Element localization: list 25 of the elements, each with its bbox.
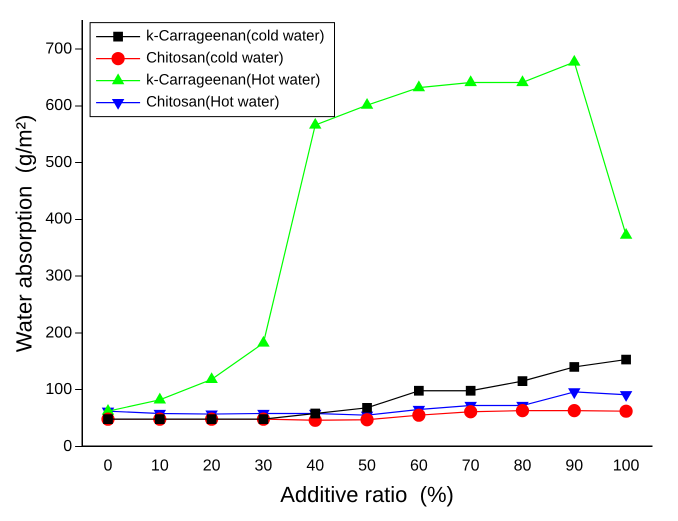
x-tick-label: 20 — [202, 457, 221, 474]
x-tick-label: 100 — [612, 457, 640, 474]
legend-label: Chitosan(cold water) — [146, 50, 284, 67]
x-tick-label: 40 — [306, 457, 324, 474]
x-axis-title: Additive ratio (%) — [280, 482, 454, 507]
y-tick-label: 0 — [63, 438, 72, 455]
x-tick-label: 70 — [462, 457, 480, 474]
legend-label: k-Carrageenan(cold water) — [146, 28, 325, 45]
x-tick-label: 30 — [254, 457, 272, 474]
y-tick-label: 600 — [45, 97, 72, 114]
x-tick-label: 50 — [358, 457, 376, 474]
legend-label: k-Carrageenan(Hot water) — [146, 72, 320, 89]
x-tick-label: 90 — [565, 457, 584, 474]
x-tick-label: 80 — [514, 457, 532, 474]
y-tick-label: 500 — [45, 154, 72, 171]
legend-label: Chitosan(Hot water) — [146, 94, 280, 111]
x-tick-label: 0 — [104, 457, 113, 474]
y-tick-label: 400 — [45, 210, 72, 228]
y-tick-label: 100 — [45, 381, 72, 398]
x-tick-label: 60 — [410, 457, 428, 474]
y-tick-label: 700 — [45, 40, 72, 58]
y-tick-label: 200 — [45, 324, 72, 342]
x-tick-label: 10 — [150, 457, 169, 474]
y-tick-label: 300 — [45, 267, 72, 284]
y-axis-title: Water absorption (g/m²) — [11, 114, 36, 352]
